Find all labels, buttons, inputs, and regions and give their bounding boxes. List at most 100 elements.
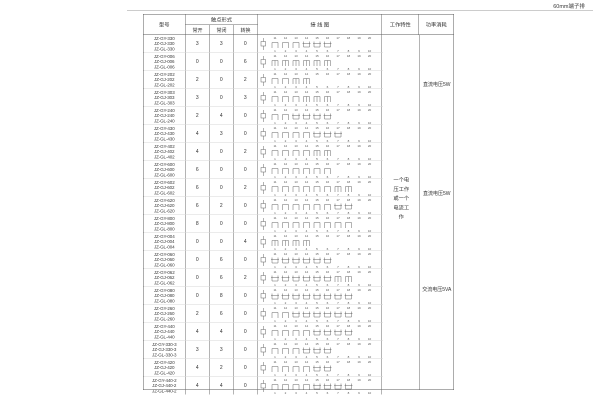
table-rows: JZ-GY-330 JZ-GJ-330 JZ-GL-330 3 3 0 11 12…	[143, 35, 383, 395]
svg-text:1: 1	[274, 373, 276, 377]
svg-text:13: 13	[294, 162, 298, 166]
model-number: JZ-GJ-260	[154, 311, 175, 317]
svg-text:8: 8	[347, 391, 349, 395]
nc-count-cell: 8	[210, 287, 234, 305]
wiring-diagram: 11 12 13 14 15 16 17 18 19 201 2 3 4 5 6 7 8 9 10	[260, 252, 371, 269]
nc-count-cell: 4	[210, 323, 234, 341]
svg-text:16: 16	[326, 54, 330, 58]
svg-text:1: 1	[274, 319, 276, 323]
model-number: JZ-GY-430	[153, 125, 175, 131]
svg-text:9: 9	[358, 85, 360, 89]
svg-text:9: 9	[358, 211, 360, 215]
header-contact-form: 触点形式	[185, 15, 258, 25]
nc-count-cell: 3	[210, 341, 234, 359]
svg-text:4: 4	[305, 301, 307, 305]
svg-text:1: 1	[274, 211, 276, 215]
co-count-cell: 0	[234, 323, 258, 341]
svg-text:6: 6	[326, 229, 328, 233]
svg-text:12: 12	[284, 180, 288, 184]
wiring-diagram: 11 12 13 14 15 16 17 18 19 201 2 3 4 5 6 7 8 9 10	[260, 144, 371, 161]
wiring-diagram: 11 12 13 14 15 16 17 18 19 201 2 3 4 5 6 7 8 9 10	[260, 342, 372, 359]
svg-text:4: 4	[305, 121, 307, 125]
svg-text:12: 12	[284, 234, 288, 238]
svg-text:6: 6	[326, 175, 328, 179]
svg-text:17: 17	[336, 324, 340, 328]
model-number: JZ-GY-006	[153, 53, 175, 59]
svg-text:16: 16	[326, 252, 330, 256]
no-count-cell: 6	[186, 197, 210, 215]
model-number: JZ-GL-240	[153, 118, 175, 124]
svg-text:11: 11	[273, 324, 276, 328]
svg-text:7: 7	[337, 193, 339, 197]
svg-text:15: 15	[315, 324, 319, 328]
svg-text:3: 3	[295, 49, 297, 53]
table-row: JZ-GY-800 JZ-GJ-800 JZ-GL-800 8 0 0 11 12…	[143, 215, 383, 233]
svg-text:6: 6	[326, 211, 328, 215]
model-number: JZ-GJ-620	[154, 203, 175, 209]
wiring-diagram: 11 12 13 14 15 16 17 18 19 201 2 3 4 5 6 7 8 9 10	[260, 180, 371, 197]
svg-text:14: 14	[305, 360, 309, 364]
svg-text:2: 2	[284, 283, 286, 287]
svg-text:3: 3	[295, 337, 297, 341]
svg-text:1: 1	[274, 391, 276, 395]
svg-text:8: 8	[347, 193, 349, 197]
table-row: JZ-GY-006 JZ-GJ-006 JZ-GL-006 0 0 6 11 12…	[143, 53, 383, 71]
no-count-cell: 4	[186, 323, 210, 341]
svg-text:19: 19	[357, 144, 361, 148]
svg-text:8: 8	[347, 121, 349, 125]
top-rule	[127, 10, 593, 11]
model-number: JZ-GY-062	[153, 269, 175, 275]
svg-text:20: 20	[368, 306, 372, 310]
model-number: JZ-GY-800	[153, 215, 175, 221]
svg-text:15: 15	[315, 360, 319, 364]
wiring-diagram-cell: 11 12 13 14 15 16 17 18 19 20 1 2 3 4 5 6 7 8 9 10	[258, 143, 382, 161]
co-count-cell: 0	[234, 341, 258, 359]
svg-text:16: 16	[326, 90, 330, 94]
svg-text:13: 13	[294, 252, 298, 256]
svg-text:16: 16	[326, 324, 330, 328]
svg-text:20: 20	[368, 216, 372, 220]
nc-count-cell: 0	[210, 233, 234, 251]
svg-text:1: 1	[274, 139, 276, 143]
svg-text:19: 19	[357, 360, 361, 364]
svg-text:9: 9	[358, 229, 360, 233]
wiring-diagram-cell: 11 12 13 14 15 16 17 18 19 20 1 2 3 4 5 6 7 8 9 10	[258, 197, 382, 215]
model-number: JZ-GY-420	[153, 359, 175, 365]
svg-text:14: 14	[305, 54, 309, 58]
svg-text:9: 9	[358, 391, 360, 395]
svg-text:15: 15	[315, 108, 319, 112]
svg-text:14: 14	[305, 108, 309, 112]
svg-text:18: 18	[347, 270, 351, 274]
svg-text:10: 10	[368, 139, 372, 143]
svg-text:20: 20	[368, 342, 372, 346]
wiring-diagram-cell: 11 12 13 14 15 16 17 18 19 20 1 2 3 4 5 6 7 8 9 10	[258, 71, 382, 89]
svg-text:13: 13	[294, 36, 298, 40]
svg-text:19: 19	[357, 378, 361, 382]
svg-text:12: 12	[284, 108, 288, 112]
svg-text:3: 3	[295, 157, 297, 161]
svg-text:4: 4	[305, 103, 307, 107]
svg-text:17: 17	[336, 54, 340, 58]
svg-text:8: 8	[347, 103, 349, 107]
svg-text:18: 18	[347, 54, 351, 58]
model-cell: JZ-GY-260 JZ-GJ-260 JZ-GL-260	[144, 305, 186, 323]
svg-text:9: 9	[358, 265, 360, 269]
svg-text:10: 10	[368, 175, 372, 179]
svg-text:17: 17	[336, 306, 340, 310]
svg-text:17: 17	[336, 288, 340, 292]
svg-text:10: 10	[368, 391, 372, 395]
working-characteristics-text: 一个电压工作或一个电流工作	[393, 177, 410, 220]
svg-text:4: 4	[305, 211, 307, 215]
model-cell: JZ-GY-240 JZ-GJ-240 JZ-GL-240	[144, 107, 186, 125]
svg-text:20: 20	[368, 72, 372, 76]
svg-text:14: 14	[305, 324, 309, 328]
svg-text:16: 16	[326, 378, 330, 382]
svg-text:2: 2	[284, 193, 286, 197]
svg-text:15: 15	[315, 90, 319, 94]
model-number: JZ-GJ-440	[154, 329, 175, 335]
model-number: JZ-GL-600	[153, 172, 175, 178]
svg-text:5: 5	[316, 49, 318, 53]
svg-text:1: 1	[274, 193, 276, 197]
wiring-diagram: 11 12 13 14 15 16 17 18 19 201 2 3 4 5 6 7 8 9 10	[260, 216, 372, 233]
svg-text:7: 7	[337, 121, 339, 125]
